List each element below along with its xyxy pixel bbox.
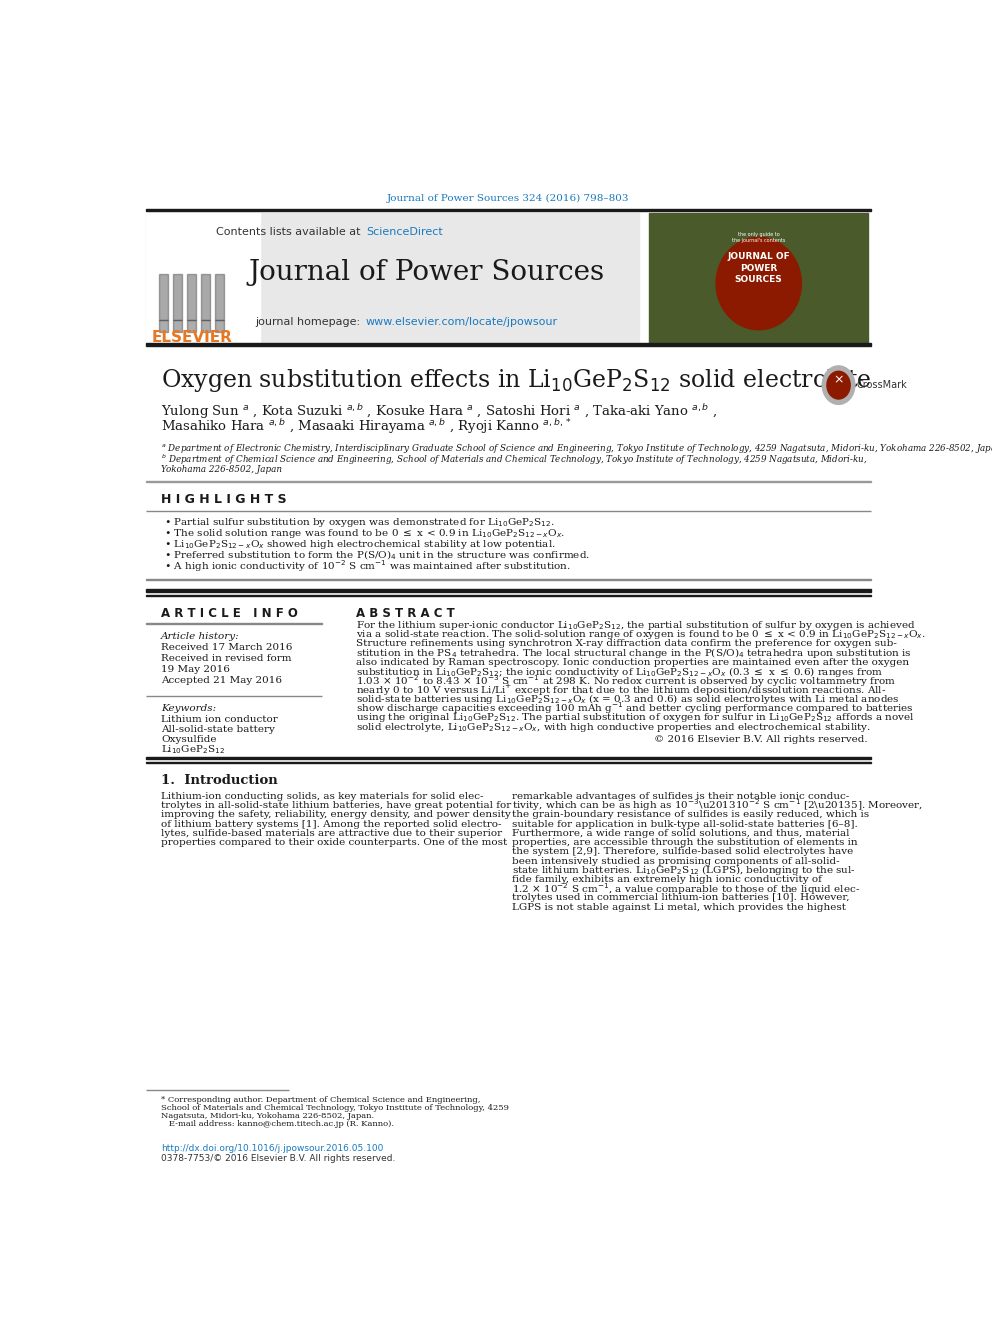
Text: Received 17 March 2016: Received 17 March 2016 — [161, 643, 293, 652]
Text: School of Materials and Chemical Technology, Tokyo Institute of Technology, 4259: School of Materials and Chemical Technol… — [161, 1103, 509, 1111]
Text: Yokohama 226-8502, Japan: Yokohama 226-8502, Japan — [161, 464, 282, 474]
Text: show discharge capacities exceeding 100 mAh g$^{-1}$ and better cycling performa: show discharge capacities exceeding 100 … — [356, 701, 915, 717]
Text: $\bullet$ Partial sulfur substitution by oxygen was demonstrated for Li$_{10}$Ge: $\bullet$ Partial sulfur substitution by… — [165, 516, 555, 529]
Bar — [200, 320, 210, 332]
Text: stitution in the PS$_{4}$ tetrahedra. The local structural change in the P(S/O)$: stitution in the PS$_{4}$ tetrahedra. Th… — [356, 646, 913, 660]
Text: been intensively studied as promising components of all-solid-: been intensively studied as promising co… — [512, 856, 839, 865]
Ellipse shape — [822, 366, 855, 405]
Text: Received in revised form: Received in revised form — [161, 654, 292, 663]
Text: 1.  Introduction: 1. Introduction — [161, 774, 278, 787]
Ellipse shape — [716, 237, 802, 329]
Text: fide family, exhibits an extremely high ionic conductivity of: fide family, exhibits an extremely high … — [512, 875, 821, 884]
Bar — [146, 213, 260, 344]
Bar — [159, 320, 169, 332]
Text: Article history:: Article history: — [161, 631, 240, 640]
Bar — [173, 320, 183, 332]
Text: trolytes in all-solid-state lithium batteries, have great potential for: trolytes in all-solid-state lithium batt… — [161, 800, 512, 810]
Text: trolytes used in commercial lithium-ion batteries [10]. However,: trolytes used in commercial lithium-ion … — [512, 893, 849, 902]
Text: For the lithium super-ionic conductor Li$_{10}$GeP$_{2}$S$_{12}$, the partial su: For the lithium super-ionic conductor Li… — [356, 619, 916, 632]
Text: nearly 0 to 10 V versus Li/Li$^{+}$ except for that due to the lithium depositio: nearly 0 to 10 V versus Li/Li$^{+}$ exce… — [356, 683, 887, 697]
Bar — [650, 213, 868, 344]
Text: Nagatsuta, Midori-ku, Yokohama 226-8502, Japan.: Nagatsuta, Midori-ku, Yokohama 226-8502,… — [161, 1111, 374, 1119]
Ellipse shape — [827, 372, 850, 400]
Text: 1.03 $\times$ 10$^{-2}$ to 8.43 $\times$ 10$^{-3}$ S cm$^{-1}$ at 298 K. No redo: 1.03 $\times$ 10$^{-2}$ to 8.43 $\times$… — [356, 673, 897, 689]
Text: 0378-7753/© 2016 Elsevier B.V. All rights reserved.: 0378-7753/© 2016 Elsevier B.V. All right… — [161, 1155, 396, 1163]
Text: solid-state batteries using Li$_{10}$GeP$_{2}$S$_{12-x}$O$_{x}$ (x = 0.3 and 0.6: solid-state batteries using Li$_{10}$GeP… — [356, 692, 901, 706]
Text: ScienceDirect: ScienceDirect — [366, 228, 442, 237]
Bar — [186, 274, 196, 320]
Text: Lithium-ion conducting solids, as key materials for solid elec-: Lithium-ion conducting solids, as key ma… — [161, 792, 484, 800]
Text: All-solid-state battery: All-solid-state battery — [161, 725, 275, 734]
Bar — [146, 589, 871, 591]
Text: Li$_{10}$GeP$_{2}$S$_{12}$: Li$_{10}$GeP$_{2}$S$_{12}$ — [161, 744, 225, 755]
Text: of lithium battery systems [1]. Among the reported solid electro-: of lithium battery systems [1]. Among th… — [161, 819, 502, 828]
Text: the system [2,9]. Therefore, sulfide-based solid electrolytes have: the system [2,9]. Therefore, sulfide-bas… — [512, 847, 853, 856]
Text: substitution in Li$_{10}$GeP$_{2}$S$_{12}$; the ionic conductivity of Li$_{10}$G: substitution in Li$_{10}$GeP$_{2}$S$_{12… — [356, 664, 883, 679]
Bar — [146, 213, 639, 344]
Text: A B S T R A C T: A B S T R A C T — [356, 606, 455, 619]
Text: $\bullet$ The solid solution range was found to be 0 $\leq$ x < 0.9 in Li$_{10}$: $\bullet$ The solid solution range was f… — [165, 528, 565, 540]
Text: A R T I C L E   I N F O: A R T I C L E I N F O — [161, 606, 298, 619]
Text: $\bullet$ Preferred substitution to form the P(S/O)$_{4}$ unit in the structure : $\bullet$ Preferred substitution to form… — [165, 549, 590, 562]
Text: www.elsevier.com/locate/jpowsour: www.elsevier.com/locate/jpowsour — [366, 318, 558, 327]
Text: Yulong Sun $^{a}$ , Kota Suzuki $^{a, b}$ , Kosuke Hara $^{a}$ , Satoshi Hori $^: Yulong Sun $^{a}$ , Kota Suzuki $^{a, b}… — [161, 402, 717, 421]
Bar — [146, 757, 871, 759]
Bar — [146, 209, 871, 212]
Text: Accepted 21 May 2016: Accepted 21 May 2016 — [161, 676, 282, 684]
Bar — [200, 274, 210, 320]
Text: tivity, which can be as high as 10$^{-3}$\u201310$^{-2}$ S cm$^{-1}$ [2\u20135].: tivity, which can be as high as 10$^{-3}… — [512, 798, 923, 814]
Text: using the original Li$_{10}$GeP$_{2}$S$_{12}$. The partial substitution of oxyge: using the original Li$_{10}$GeP$_{2}$S$_… — [356, 712, 916, 724]
Text: http://dx.doi.org/10.1016/j.jpowsour.2016.05.100: http://dx.doi.org/10.1016/j.jpowsour.201… — [161, 1143, 384, 1152]
Text: 19 May 2016: 19 May 2016 — [161, 664, 230, 673]
Text: the grain-boundary resistance of sulfides is easily reduced, which is: the grain-boundary resistance of sulfide… — [512, 810, 869, 819]
Text: LGPS is not stable against Li metal, which provides the highest: LGPS is not stable against Li metal, whi… — [512, 902, 845, 912]
Bar — [159, 274, 169, 320]
Text: 1.2 $\times$ 10$^{-2}$ S cm$^{-1}$, a value comparable to those of the liquid el: 1.2 $\times$ 10$^{-2}$ S cm$^{-1}$, a va… — [512, 881, 859, 897]
Text: journal homepage:: journal homepage: — [256, 318, 364, 327]
Text: CrossMark: CrossMark — [856, 380, 907, 390]
Text: also indicated by Raman spectroscopy. Ionic conduction properties are maintained: also indicated by Raman spectroscopy. Io… — [356, 658, 910, 667]
Text: lytes, sulfide-based materials are attractive due to their superior: lytes, sulfide-based materials are attra… — [161, 828, 502, 837]
Text: $\bullet$ A high ionic conductivity of 10$^{-2}$ S cm$^{-1}$ was maintained afte: $\bullet$ A high ionic conductivity of 1… — [165, 558, 571, 574]
Text: state lithium batteries. Li$_{10}$GeP$_{2}$S$_{12}$ (LGPS), belonging to the sul: state lithium batteries. Li$_{10}$GeP$_{… — [512, 863, 855, 877]
Text: ELSEVIER: ELSEVIER — [152, 329, 233, 345]
Text: via a solid-state reaction. The solid-solution range of oxygen is found to be 0 : via a solid-state reaction. The solid-so… — [356, 628, 927, 642]
Bar — [214, 320, 224, 332]
Text: Journal of Power Sources 324 (2016) 798–803: Journal of Power Sources 324 (2016) 798–… — [387, 194, 630, 204]
Text: E-mail address: kanno@chem.titech.ac.jp (R. Kanno).: E-mail address: kanno@chem.titech.ac.jp … — [161, 1121, 394, 1129]
Text: Contents lists available at: Contents lists available at — [216, 228, 364, 237]
Bar — [214, 274, 224, 320]
Text: JOURNAL OF
POWER
SOURCES: JOURNAL OF POWER SOURCES — [727, 251, 790, 284]
Text: properties compared to their oxide counterparts. One of the most: properties compared to their oxide count… — [161, 837, 508, 847]
Text: Keywords:: Keywords: — [161, 704, 216, 713]
Text: Masahiko Hara $^{a, b}$ , Masaaki Hirayama $^{a, b}$ , Ryoji Kanno $^{a, b, *}$: Masahiko Hara $^{a, b}$ , Masaaki Hiraya… — [161, 417, 572, 437]
Text: Journal of Power Sources: Journal of Power Sources — [248, 259, 604, 286]
Text: © 2016 Elsevier B.V. All rights reserved.: © 2016 Elsevier B.V. All rights reserved… — [655, 734, 868, 744]
Text: H I G H L I G H T S: H I G H L I G H T S — [161, 492, 287, 505]
Text: Oxygen substitution effects in Li$_{10}$GeP$_{2}$S$_{12}$ solid electrolyte: Oxygen substitution effects in Li$_{10}$… — [161, 366, 872, 394]
Text: $\times$: $\times$ — [833, 373, 844, 386]
Text: * Corresponding author. Department of Chemical Science and Engineering,: * Corresponding author. Department of Ch… — [161, 1095, 480, 1103]
Text: properties, are accessible through the substitution of elements in: properties, are accessible through the s… — [512, 837, 857, 847]
Text: Oxysulfide: Oxysulfide — [161, 734, 216, 744]
Bar — [186, 320, 196, 332]
Text: $^{b}$ Department of Chemical Science and Engineering, School of Materials and C: $^{b}$ Department of Chemical Science an… — [161, 452, 868, 467]
Text: Structure refinements using synchrotron X-ray diffraction data confirm the prefe: Structure refinements using synchrotron … — [356, 639, 898, 648]
Bar — [173, 274, 183, 320]
Text: Furthermore, a wide range of solid solutions, and thus, material: Furthermore, a wide range of solid solut… — [512, 828, 849, 837]
Text: $^{a}$ Department of Electronic Chemistry, Interdisciplinary Graduate School of : $^{a}$ Department of Electronic Chemistr… — [161, 442, 992, 455]
Text: $\bullet$ Li$_{10}$GeP$_{2}$S$_{12-x}$O$_{x}$ showed high electrochemical stabil: $\bullet$ Li$_{10}$GeP$_{2}$S$_{12-x}$O$… — [165, 538, 557, 552]
Text: solid electrolyte, Li$_{10}$GeP$_{2}$S$_{12-x}$O$_{x}$, with high conductive pro: solid electrolyte, Li$_{10}$GeP$_{2}$S$_… — [356, 721, 872, 733]
Text: the only guide to
the journal's contents: the only guide to the journal's contents — [732, 232, 786, 243]
Text: improving the safety, reliability, energy density, and power density: improving the safety, reliability, energ… — [161, 810, 511, 819]
Text: suitable for application in bulk-type all-solid-state batteries [6–8].: suitable for application in bulk-type al… — [512, 819, 857, 828]
Text: Lithium ion conductor: Lithium ion conductor — [161, 714, 278, 724]
Text: remarkable advantages of sulfides is their notable ionic conduc-: remarkable advantages of sulfides is the… — [512, 792, 849, 800]
Bar — [146, 343, 871, 345]
